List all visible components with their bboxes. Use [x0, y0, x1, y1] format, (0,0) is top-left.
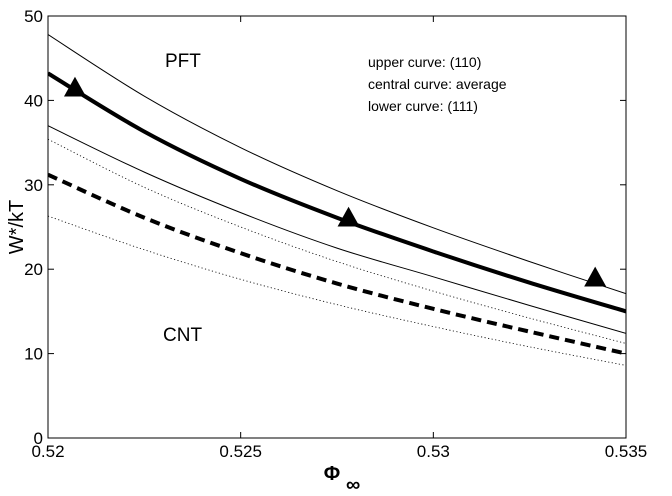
plot-lines	[48, 34, 626, 366]
series-line-thin-solid	[48, 125, 626, 334]
y-axis-ticks: 0 10 20 30 40 50	[24, 7, 626, 448]
y-tick-label: 0	[34, 429, 43, 448]
x-tick-label: 0.53	[417, 442, 450, 461]
triangle-data-point	[63, 76, 86, 97]
triangle-data-point	[584, 266, 607, 287]
y-tick-label: 10	[24, 345, 43, 364]
x-axis-title: Φ	[324, 463, 340, 485]
series-line-thin-solid	[48, 34, 626, 295]
y-tick-label: 20	[24, 260, 43, 279]
y-axis-title: W*/kT	[6, 200, 28, 254]
plot-area	[47, 15, 627, 439]
note-central-curve: central curve: average	[368, 76, 507, 92]
annotation-pft: PFT	[165, 51, 201, 72]
x-tick-label: 0.52	[31, 442, 64, 461]
x-axis-ticks: 0.52 0.525 0.53 0.535	[31, 16, 647, 461]
note-lower-curve: lower curve: (111)	[368, 98, 478, 114]
x-tick-label: 0.525	[219, 442, 262, 461]
series-line-thick-solid	[48, 71, 626, 314]
x-axis-title-subscript: ∞	[346, 474, 360, 496]
series-line-dotted	[48, 138, 626, 344]
note-upper-curve: upper curve: (110)	[368, 54, 481, 70]
y-tick-label: 40	[24, 91, 43, 110]
x-tick-label: 0.535	[605, 442, 648, 461]
triangle-data-point	[337, 206, 360, 227]
series-line-thick-dashed	[48, 172, 626, 356]
annotation-cnt: CNT	[163, 325, 202, 346]
y-tick-label: 30	[24, 176, 43, 195]
y-tick-label: 50	[24, 7, 43, 26]
